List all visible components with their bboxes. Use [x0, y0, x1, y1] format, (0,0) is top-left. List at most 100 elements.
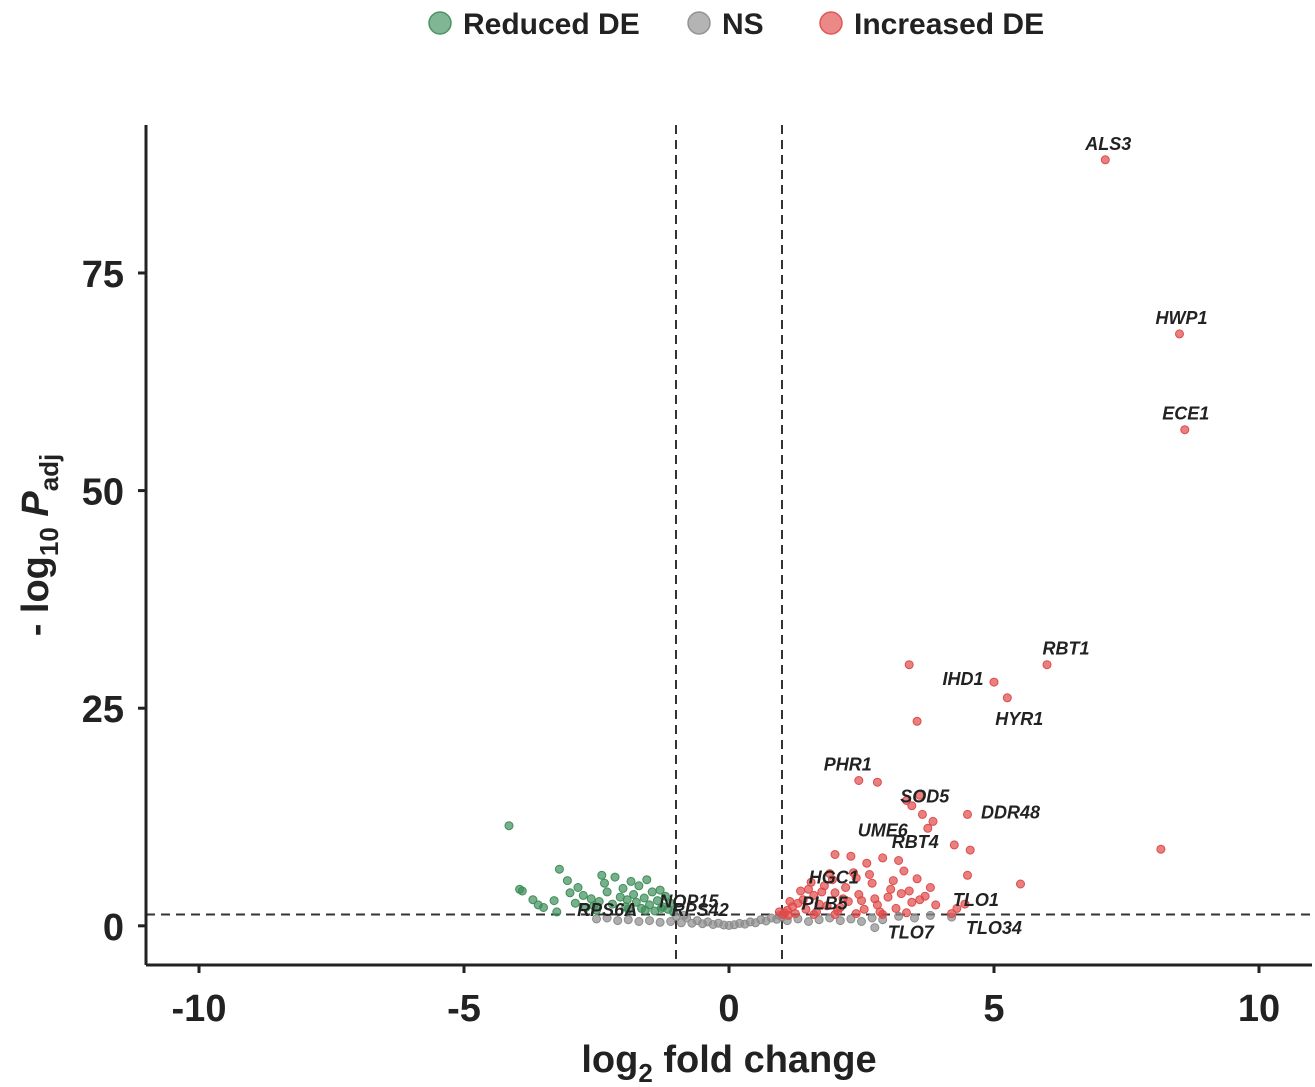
point-reduced-de	[539, 903, 548, 912]
y-tick-label: 75	[82, 254, 124, 296]
point-reduced-de	[653, 896, 662, 906]
point-increased-de	[867, 878, 877, 888]
gene-label-rbt1: RBT1	[1042, 639, 1089, 659]
gene-label-hgc1: HGC1	[809, 867, 859, 887]
point-ns	[814, 915, 824, 925]
point-increased-de	[878, 853, 888, 863]
point-increased-de	[925, 883, 935, 892]
point-increased-de	[851, 909, 861, 919]
point-reduced-de	[618, 883, 628, 893]
y-tick-label: 25	[82, 689, 124, 731]
point-ns	[925, 910, 935, 920]
point-reduced-de	[570, 898, 580, 908]
point-increased-de	[846, 851, 856, 861]
point-increased-de	[796, 886, 806, 896]
point-increased-de	[952, 903, 962, 913]
point-increased-de	[917, 809, 927, 819]
legend-marker-reduced-de	[428, 11, 452, 35]
gene-label-phr1: PHR1	[824, 755, 872, 775]
point-reduced-de	[565, 888, 575, 898]
point-reduced-de	[640, 905, 650, 915]
point-reduced-de	[656, 903, 666, 913]
y-tick-label: 50	[82, 472, 124, 514]
point-increased-de	[785, 897, 795, 906]
point-ns	[867, 913, 877, 923]
point-increased-de	[960, 899, 970, 909]
point-increased-de	[854, 890, 864, 899]
point-increased-de	[899, 866, 909, 876]
point-increased-de	[865, 870, 874, 879]
point-reduced-de	[578, 890, 588, 900]
point-reduced-de	[622, 895, 632, 905]
point-ns	[613, 916, 623, 926]
point-ns	[857, 917, 866, 926]
point-increased-de	[809, 910, 819, 919]
point-increased-de	[841, 883, 851, 892]
point-increased-de	[912, 874, 922, 884]
point-increased-de	[894, 856, 904, 865]
gene-label-ece1: ECE1	[1162, 404, 1209, 424]
data-points	[504, 155, 1190, 933]
point-ns	[634, 917, 644, 926]
point-reduced-de	[602, 887, 612, 897]
point-increased-de	[830, 888, 840, 898]
point-reduced-de	[562, 876, 572, 886]
point-reduced-de	[639, 893, 649, 903]
gene-label-tlo7: TLO7	[888, 923, 935, 943]
point-increased-de	[907, 801, 917, 811]
point-increased-de	[915, 790, 925, 800]
point-ns	[655, 917, 665, 927]
y-axis-title: - log10 Padj	[15, 454, 64, 637]
point-ns	[679, 910, 689, 920]
gene-label-ihd1: IHD1	[942, 669, 983, 689]
gene-label-rps42: RPS42	[672, 900, 729, 920]
point-reduced-de	[647, 887, 657, 897]
point-ns	[592, 914, 601, 924]
point-increased-de	[888, 876, 898, 886]
point-increased-de	[1100, 155, 1110, 165]
point-reduced-de	[629, 890, 639, 899]
point-increased-de	[1156, 844, 1166, 854]
point-reduced-de	[589, 901, 599, 911]
point-reduced-de	[528, 895, 538, 905]
point-increased-de	[838, 894, 848, 904]
point-increased-de	[806, 877, 816, 887]
x-tick-label: -10	[172, 988, 227, 1030]
point-increased-de	[965, 845, 975, 855]
point-ns	[602, 913, 612, 923]
gene-label-plb5: PLB5	[802, 893, 849, 913]
point-reduced-de	[573, 883, 583, 892]
gene-labels: ALS3 HWP1 ECE1 RBT1 IHD1 HYR1 PHR1 SOD5 UME6 DDR4…	[577, 134, 1209, 943]
point-increased-de	[883, 892, 893, 902]
point-increased-de	[1002, 693, 1012, 703]
point-reduced-de	[504, 821, 514, 831]
gene-label-rbt4: RBT4	[892, 832, 939, 852]
point-reduced-de	[642, 875, 652, 885]
point-reduced-de	[634, 881, 644, 891]
point-reduced-de	[597, 870, 607, 880]
point-increased-de	[904, 886, 914, 896]
x-tick-label: 5	[983, 988, 1004, 1030]
point-ns	[804, 917, 813, 926]
point-increased-de	[923, 823, 933, 833]
point-increased-de	[963, 870, 972, 880]
x-tick-label: -5	[447, 988, 481, 1030]
point-ns	[894, 911, 904, 921]
point-increased-de	[1175, 329, 1184, 339]
x-axis-title: log2 fold change	[581, 1039, 876, 1087]
point-increased-de	[907, 897, 917, 907]
gene-label-hwp1: HWP1	[1155, 308, 1207, 328]
point-increased-de	[854, 776, 864, 785]
point-increased-de	[902, 796, 911, 805]
point-increased-de	[912, 716, 922, 726]
point-reduced-de	[660, 891, 670, 901]
point-increased-de	[830, 850, 840, 859]
point-increased-de	[963, 809, 972, 819]
point-reduced-de	[549, 896, 559, 906]
point-increased-de	[886, 884, 896, 894]
legend-label-reduced-de: Reduced DE	[463, 8, 640, 41]
legend-label-ns: NS	[722, 8, 764, 41]
legend-marker-increased-de	[819, 11, 843, 35]
x-tick-label: 0	[718, 988, 739, 1030]
